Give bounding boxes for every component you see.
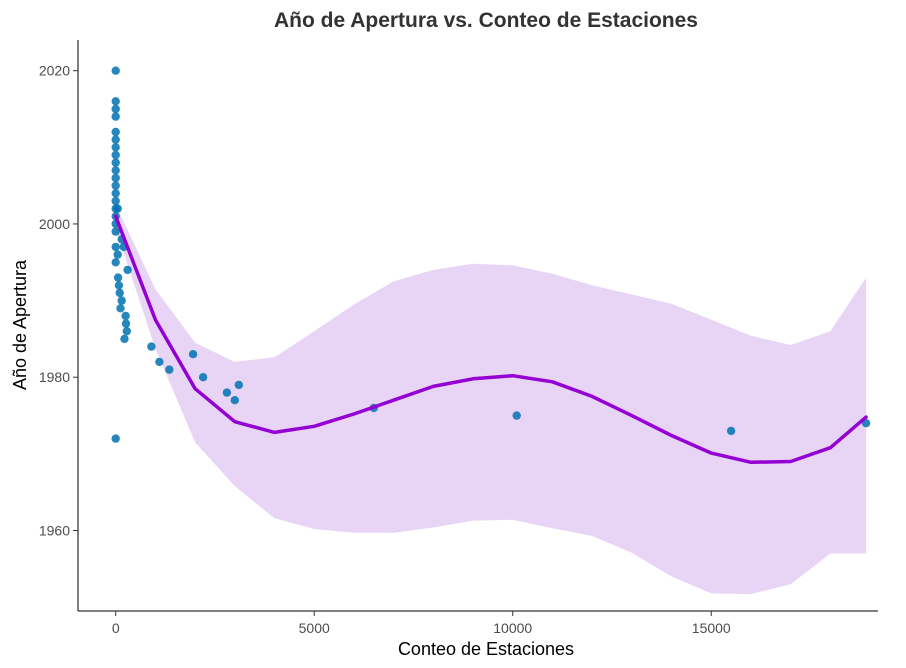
x-axis-ticks: 0 5000 10000 15000 xyxy=(112,611,731,636)
data-point xyxy=(111,181,120,190)
data-point xyxy=(111,150,120,160)
data-point xyxy=(111,66,120,75)
data-point xyxy=(198,373,208,382)
y-axis-title: Año de Apertura xyxy=(10,259,30,390)
confidence-band xyxy=(115,204,867,595)
data-point xyxy=(123,265,132,275)
data-point xyxy=(111,166,120,175)
data-point xyxy=(111,258,120,267)
data-point xyxy=(147,342,156,351)
data-point xyxy=(165,365,174,374)
data-point xyxy=(111,173,120,183)
y-tick-label: 2000 xyxy=(39,216,70,232)
data-point xyxy=(111,434,120,443)
data-point xyxy=(111,127,120,137)
data-points-layer xyxy=(111,66,871,443)
data-point xyxy=(234,380,243,390)
data-point xyxy=(111,97,120,106)
data-point xyxy=(111,242,120,252)
data-point xyxy=(512,411,521,420)
data-point xyxy=(111,189,120,198)
data-point xyxy=(111,143,120,152)
smooth-line xyxy=(113,214,868,465)
data-point xyxy=(115,288,124,298)
y-tick-label: 2020 xyxy=(39,63,70,79)
y-axis-ticks: 1960 1980 2000 2020 xyxy=(39,63,78,539)
data-point xyxy=(113,250,122,259)
x-tick-label: 0 xyxy=(112,620,120,636)
data-point xyxy=(114,281,124,290)
data-point xyxy=(113,204,122,213)
data-point xyxy=(113,273,123,282)
x-tick-label: 15000 xyxy=(692,620,731,636)
data-point xyxy=(122,327,131,336)
data-point xyxy=(111,104,120,114)
y-tick-label: 1980 xyxy=(39,369,70,385)
data-point xyxy=(222,388,232,397)
data-point xyxy=(155,357,164,367)
chart-title: Año de Apertura vs. Conteo de Estaciones xyxy=(274,9,698,32)
data-point xyxy=(117,296,126,305)
smooth-line-layer xyxy=(113,214,868,465)
data-point xyxy=(111,158,120,167)
data-point xyxy=(726,426,736,436)
data-point xyxy=(116,304,125,313)
data-point xyxy=(111,227,120,236)
x-tick-label: 5000 xyxy=(299,620,330,636)
data-point xyxy=(111,112,120,121)
x-tick-label: 10000 xyxy=(493,620,532,636)
confidence-band-layer xyxy=(115,204,867,595)
data-point xyxy=(111,135,120,144)
y-tick-label: 1960 xyxy=(39,523,70,539)
data-point xyxy=(230,396,239,405)
data-point xyxy=(121,319,131,328)
data-point xyxy=(111,196,120,206)
data-point xyxy=(120,334,129,344)
x-axis-title: Conteo de Estaciones xyxy=(398,639,574,659)
data-point xyxy=(121,311,130,321)
data-point xyxy=(188,350,198,359)
